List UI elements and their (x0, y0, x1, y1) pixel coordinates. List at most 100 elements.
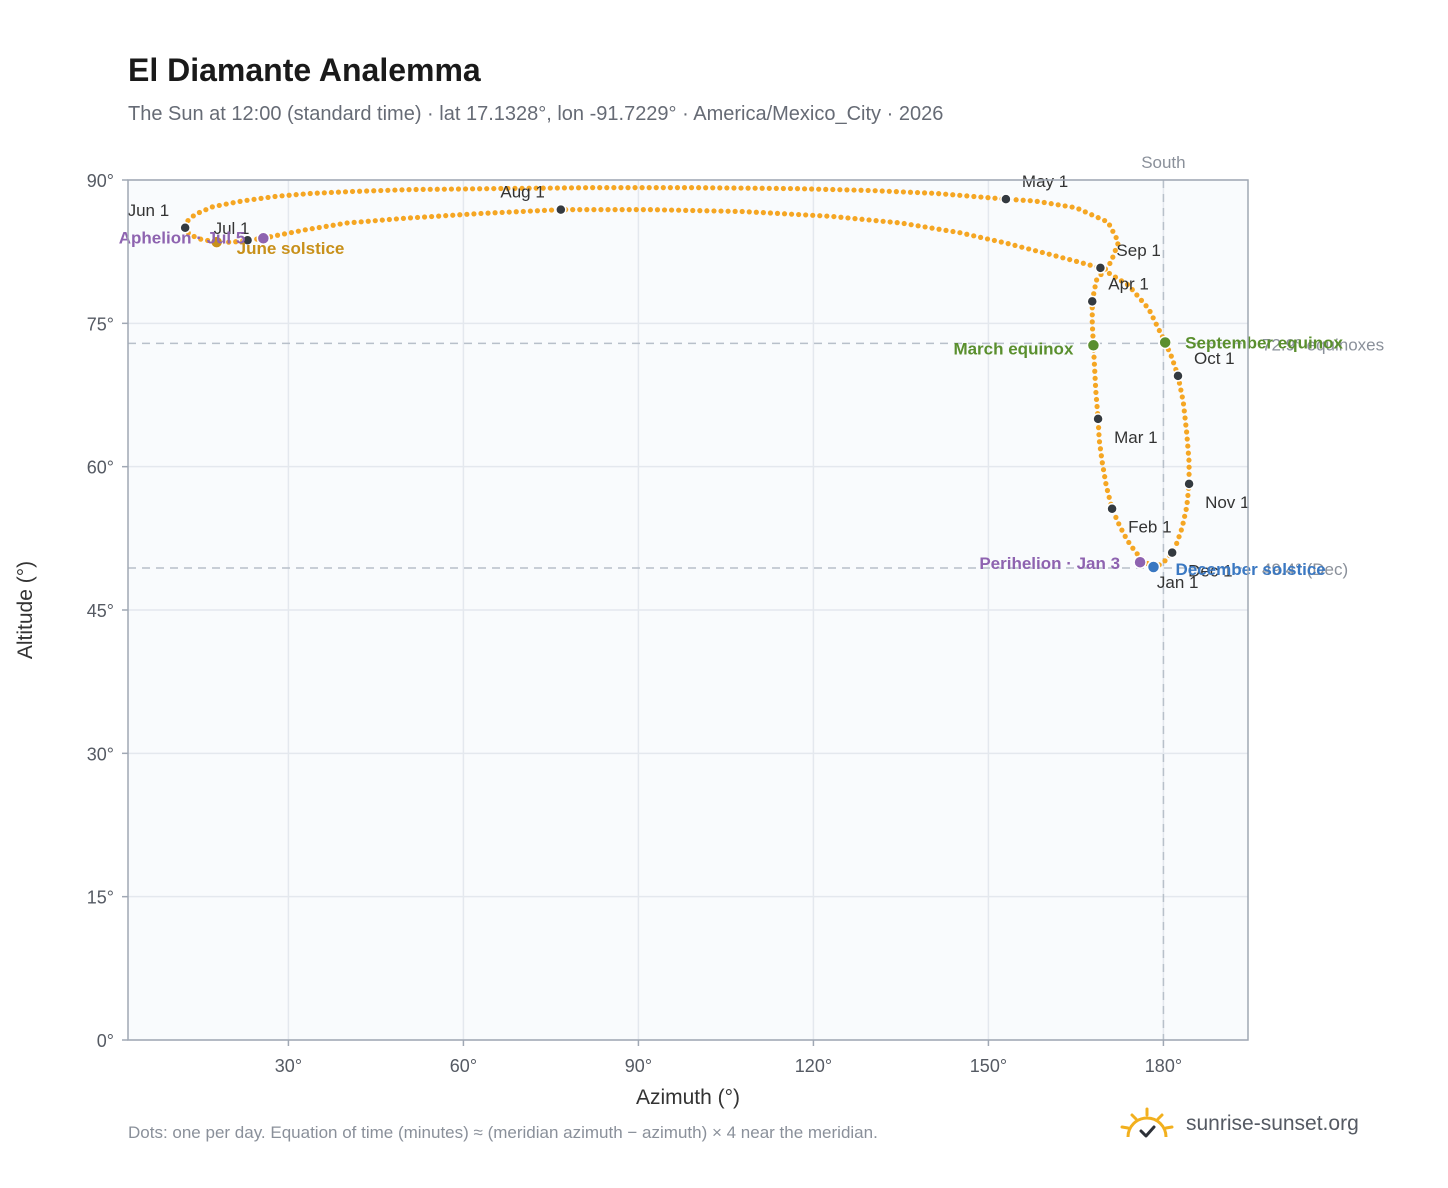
day-dot (676, 207, 682, 213)
day-dot (605, 207, 611, 213)
day-dot (732, 208, 738, 214)
day-dot (1089, 212, 1095, 218)
month-marker (1106, 502, 1118, 515)
day-dot (1150, 315, 1156, 321)
day-dot (1147, 308, 1153, 315)
day-dot (302, 227, 308, 233)
day-dot (711, 208, 717, 214)
day-dot (852, 216, 858, 222)
day-dot (223, 201, 229, 207)
day-dot (746, 209, 752, 215)
day-dot (1092, 382, 1099, 388)
day-dot (323, 223, 329, 229)
day-dot (950, 192, 956, 198)
day-dot (1153, 321, 1159, 327)
day-dot (583, 185, 589, 191)
x-tick-label: 90° (625, 1056, 652, 1076)
axis-ticks: 30° 60° 90° 120° 150° 180° 0° 15° 30° 45° 60° 75° 90… (87, 171, 1182, 1076)
day-dot (831, 213, 837, 220)
day-dot (1106, 222, 1113, 228)
y-axis-label: Altitude (°) (14, 561, 37, 659)
month-marker (1000, 193, 1012, 205)
day-dot (985, 195, 991, 201)
day-dot (696, 185, 702, 191)
day-dot (971, 193, 977, 200)
day-dot (1134, 292, 1140, 298)
day-dot (1089, 326, 1096, 332)
day-dot (598, 207, 604, 213)
day-dot (717, 185, 723, 191)
day-dot (570, 207, 576, 213)
day-dot (351, 219, 357, 225)
day-dot (887, 219, 893, 225)
day-dot (991, 237, 997, 244)
day-dot (1094, 277, 1100, 283)
day-dot (427, 186, 433, 192)
day-dot (499, 209, 505, 216)
day-dot (1129, 287, 1135, 293)
y-tick-label: 0° (97, 1031, 114, 1051)
day-dot (1178, 387, 1184, 393)
day-dot (1180, 520, 1186, 526)
day-dot (1034, 198, 1040, 204)
day-dot (914, 189, 921, 196)
day-dot (1185, 492, 1191, 499)
day-dot (824, 213, 830, 219)
day-dot (773, 185, 779, 192)
day-dot (1168, 353, 1174, 359)
day-dot (1099, 460, 1105, 466)
month-marker (1166, 546, 1178, 559)
day-dot (752, 185, 758, 191)
day-dot (1102, 217, 1108, 224)
day-dot (196, 209, 202, 216)
day-dot (1112, 274, 1119, 280)
day-dot (1110, 228, 1116, 234)
day-dot (233, 239, 239, 245)
month-label: May 1 (1022, 172, 1068, 191)
day-dot (1039, 249, 1045, 256)
day-dot (929, 190, 935, 196)
event-marker (209, 235, 224, 249)
day-dot (660, 185, 666, 191)
day-dot (344, 220, 350, 226)
day-dot (823, 186, 829, 192)
day-dot (1143, 303, 1149, 309)
day-dot (739, 208, 745, 215)
day-dot (1093, 389, 1099, 396)
brand-text[interactable]: sunrise-sunset.org (1186, 1112, 1359, 1135)
day-dot (901, 220, 907, 227)
y-tick-label: 90° (87, 171, 114, 191)
day-dot (464, 211, 470, 217)
day-dot (547, 185, 553, 191)
day-dot (626, 207, 632, 213)
day-dot (957, 230, 963, 236)
day-dot (893, 189, 899, 195)
brand[interactable]: sunrise-sunset.org (1120, 1104, 1359, 1144)
day-dot (534, 208, 541, 214)
day-dot (1089, 312, 1095, 318)
month-label: Mar 1 (1114, 428, 1157, 447)
day-dot (1130, 545, 1136, 551)
day-dot (1096, 439, 1103, 445)
x-axis-label: Azimuth (°) (636, 1086, 740, 1109)
day-dot (414, 214, 421, 221)
day-dot (1119, 527, 1125, 533)
day-dot (279, 193, 285, 199)
day-dot (226, 239, 232, 245)
event-label: Perihelion · Jan 3 (979, 554, 1120, 573)
day-dot (372, 218, 378, 224)
day-dot (393, 216, 399, 222)
day-dot (309, 226, 315, 232)
day-dot (880, 218, 886, 224)
day-dot (1091, 291, 1097, 297)
day-dot (450, 212, 456, 218)
day-dot (386, 216, 392, 223)
day-dot (407, 215, 414, 221)
day-dot (392, 187, 398, 193)
day-dot (540, 185, 546, 191)
day-dot (364, 188, 370, 194)
day-dot (371, 188, 377, 194)
day-dot (335, 189, 342, 195)
x-tick-label: 60° (450, 1056, 477, 1076)
day-dot (274, 232, 281, 238)
